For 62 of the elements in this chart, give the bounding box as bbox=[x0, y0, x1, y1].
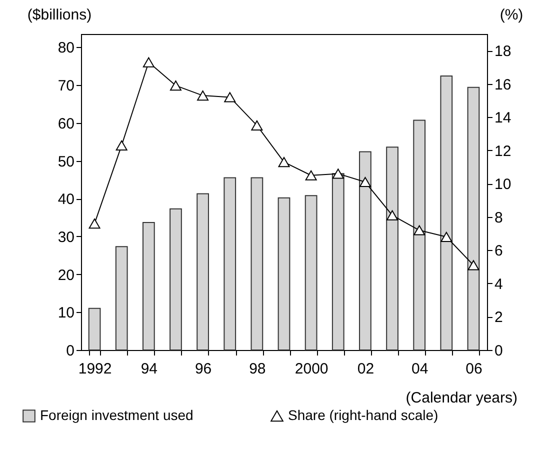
x-tick-label: 94 bbox=[140, 360, 158, 378]
bar bbox=[142, 222, 155, 350]
legend-label: Foreign investment used bbox=[40, 407, 194, 423]
y2-tick-label: 14 bbox=[494, 110, 512, 127]
point bbox=[440, 232, 452, 242]
x-tick-label: 06 bbox=[466, 360, 482, 378]
point bbox=[414, 225, 426, 236]
x-axis-title: (Calendar years) bbox=[406, 390, 518, 406]
y-tick-label: 30 bbox=[58, 228, 74, 246]
y2-tick-label: 18 bbox=[494, 43, 512, 60]
point bbox=[305, 170, 317, 180]
point bbox=[116, 140, 128, 150]
y2-tick-label: 2 bbox=[494, 309, 503, 326]
bar bbox=[440, 76, 453, 350]
point bbox=[332, 168, 344, 179]
y2-tick-label: 12 bbox=[494, 142, 512, 160]
y-tick-label: 80 bbox=[58, 40, 74, 57]
y2-tick-label: 16 bbox=[494, 76, 512, 94]
legend-label: Share (right-hand scale) bbox=[288, 407, 438, 423]
point bbox=[468, 260, 480, 270]
bar bbox=[88, 308, 101, 350]
bar bbox=[413, 120, 426, 350]
bar bbox=[304, 195, 318, 350]
y-tick-label: 40 bbox=[58, 191, 74, 208]
bar bbox=[467, 86, 480, 350]
bar bbox=[224, 177, 236, 350]
bar bbox=[115, 246, 128, 350]
y2-tick-label: 0 bbox=[494, 342, 503, 360]
point bbox=[386, 210, 398, 220]
y2-tick-label: 6 bbox=[494, 242, 503, 260]
y-tick-label: 10 bbox=[58, 304, 74, 322]
point bbox=[224, 92, 236, 102]
bar bbox=[170, 208, 182, 350]
y-tick-label: 20 bbox=[58, 266, 74, 284]
x-tick-label: 02 bbox=[357, 360, 374, 378]
bar bbox=[278, 197, 290, 350]
x-tick-label: 98 bbox=[249, 360, 266, 378]
x-tick-label: 1992 bbox=[78, 360, 112, 378]
y2-tick-label: 8 bbox=[494, 209, 503, 226]
point bbox=[197, 90, 209, 101]
y-tick-label: 70 bbox=[58, 78, 74, 95]
y-tick-label: 50 bbox=[58, 153, 74, 170]
point bbox=[278, 157, 290, 168]
bar bbox=[359, 151, 372, 350]
point bbox=[142, 57, 154, 68]
y-axis-title: ($billions) bbox=[27, 6, 92, 24]
bar bbox=[196, 193, 209, 350]
y-tick-label: 60 bbox=[58, 115, 74, 132]
x-tick-label: 2000 bbox=[294, 360, 328, 378]
y-tick-label: 0 bbox=[66, 342, 74, 360]
point bbox=[359, 176, 371, 188]
y2-tick-label: 4 bbox=[494, 276, 503, 293]
y2-tick-label: 10 bbox=[494, 176, 512, 194]
point bbox=[170, 80, 182, 91]
x-tick-label: 04 bbox=[411, 360, 428, 378]
bar bbox=[332, 173, 344, 350]
point bbox=[88, 218, 100, 229]
y2-axis-title: (%) bbox=[500, 6, 524, 24]
bar bbox=[386, 146, 398, 350]
bar bbox=[250, 177, 264, 350]
x-tick-label: 96 bbox=[194, 360, 212, 378]
point bbox=[251, 120, 263, 131]
